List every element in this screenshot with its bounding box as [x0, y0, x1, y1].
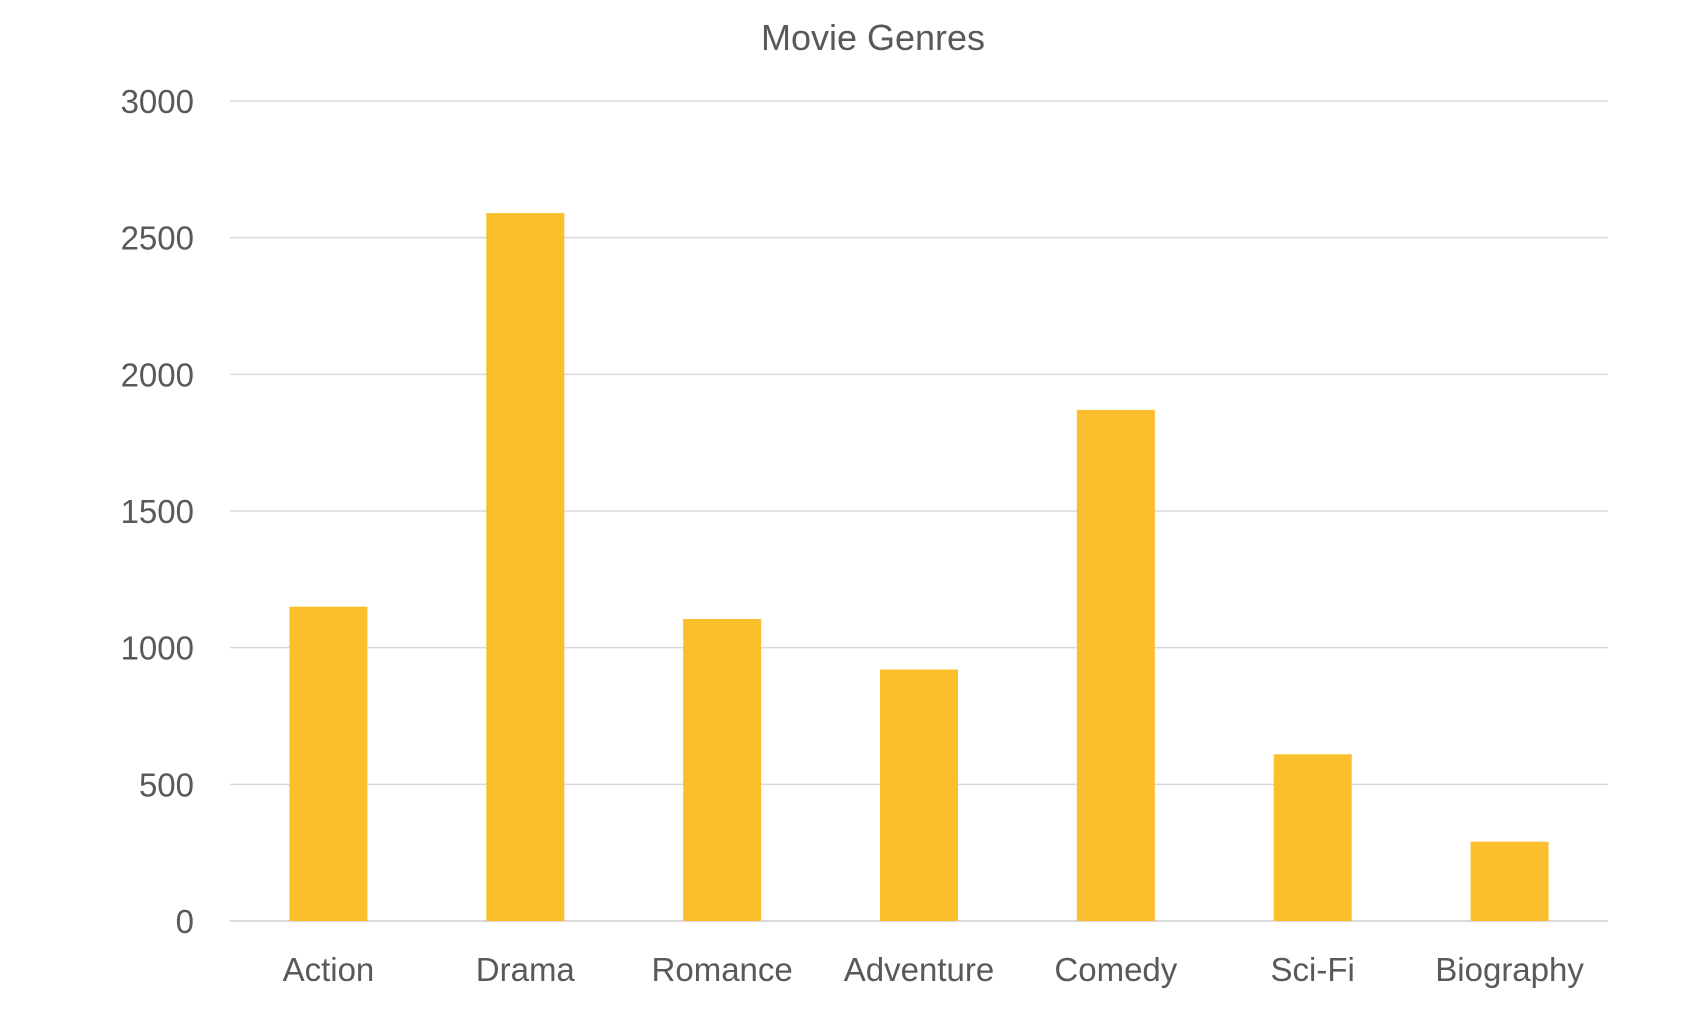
- y-tick-label: 3000: [121, 83, 194, 120]
- y-tick-label: 500: [139, 766, 194, 803]
- x-category-label: Comedy: [1054, 951, 1177, 988]
- bar-adventure: [880, 669, 958, 921]
- x-category-label: Drama: [476, 951, 576, 988]
- y-tick-label: 1000: [121, 630, 194, 667]
- chart-title: Movie Genres: [761, 17, 985, 58]
- x-category-label: Romance: [652, 951, 793, 988]
- y-tick-label: 0: [176, 903, 194, 940]
- bar-comedy: [1076, 409, 1155, 921]
- y-tick-label: 2500: [121, 220, 194, 257]
- x-category-label: Action: [283, 951, 375, 988]
- bar-biography: [1470, 841, 1549, 921]
- bar-drama: [486, 213, 565, 922]
- bars: [289, 213, 1549, 922]
- bar-action: [289, 606, 368, 921]
- bar-sci-fi: [1273, 754, 1352, 921]
- x-category-label: Sci-Fi: [1271, 951, 1355, 988]
- x-category-label: Biography: [1435, 951, 1584, 988]
- y-axis-tick-labels: 0 500 1000 1500 2000 2500 3000: [121, 83, 194, 940]
- gridlines: [230, 100, 1608, 922]
- x-axis-category-labels: Action Drama Romance Adventure Comedy Sci-Fi B…: [283, 951, 1585, 988]
- x-category-label: Adventure: [844, 951, 994, 988]
- y-tick-label: 2000: [121, 356, 194, 393]
- bar-romance: [683, 618, 762, 921]
- y-tick-label: 1500: [121, 493, 194, 530]
